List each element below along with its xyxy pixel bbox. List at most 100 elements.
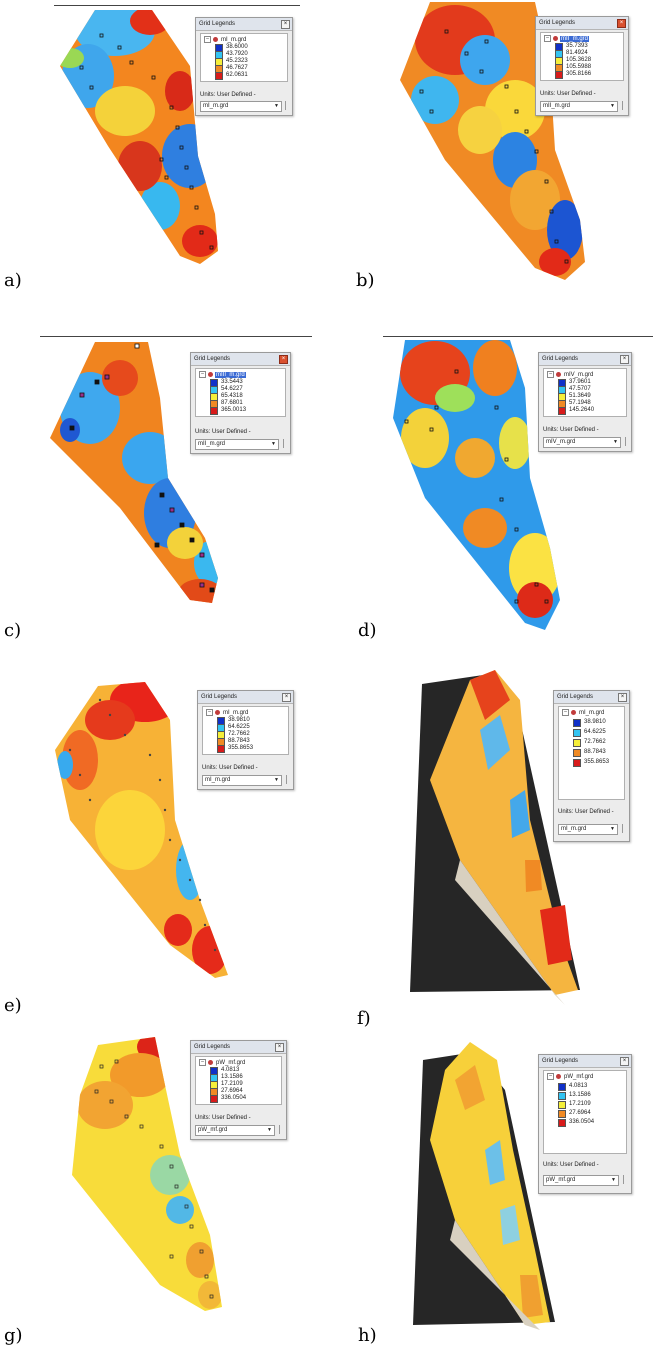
class-row: 87.6801 bbox=[210, 400, 243, 408]
class-row: 45.2323 bbox=[215, 58, 248, 66]
close-icon[interactable]: × bbox=[620, 355, 629, 364]
class-row: 64.6225 bbox=[573, 729, 606, 737]
grid-select[interactable]: mI_m.grd ▼ bbox=[200, 101, 282, 112]
close-icon[interactable]: × bbox=[620, 1057, 629, 1066]
resize-handle[interactable] bbox=[625, 437, 628, 446]
panel-label-d: d) bbox=[358, 620, 377, 641]
close-icon[interactable]: × bbox=[282, 693, 291, 702]
grid-select[interactable]: mII_m.grd ▼ bbox=[195, 439, 279, 450]
class-swatch bbox=[573, 749, 581, 757]
class-swatch bbox=[573, 729, 581, 737]
tree-toggle-icon[interactable]: – bbox=[547, 1073, 554, 1080]
class-value: 51.3649 bbox=[569, 393, 591, 399]
class-value: 64.6225 bbox=[228, 724, 250, 730]
grid-select[interactable]: pW_mf.grd ▼ bbox=[543, 1175, 619, 1186]
legend-title: Grid Legends bbox=[196, 18, 292, 31]
class-value: 105.5988 bbox=[566, 64, 592, 70]
class-swatch bbox=[558, 1110, 566, 1118]
sample-points-c bbox=[69, 343, 215, 593]
layer-row[interactable]: – mIV_m.grd bbox=[547, 371, 594, 378]
grid-legend-b[interactable]: Grid Legends × – mII_m.grd 35.7393 81.492… bbox=[535, 16, 629, 116]
grid-select[interactable]: mI_m.grd ▼ bbox=[202, 775, 282, 786]
class-row: 4.0813 bbox=[210, 1067, 239, 1075]
class-value: 54.6227 bbox=[221, 386, 243, 392]
layer-row[interactable]: – mII_m.grd bbox=[544, 35, 590, 43]
units-label: Units: User Defined - bbox=[195, 429, 251, 435]
tree-toggle-icon[interactable]: – bbox=[562, 709, 569, 716]
class-value: 355.8653 bbox=[584, 759, 610, 765]
units-label: Units: User Defined - bbox=[195, 1115, 251, 1121]
tree-toggle-icon[interactable]: – bbox=[199, 371, 206, 378]
panel-label-e: e) bbox=[4, 995, 22, 1016]
grid-legend-f[interactable]: Grid Legends × – mI_m.grd 38.9810 64.6225… bbox=[553, 690, 630, 842]
tree-toggle-icon[interactable]: – bbox=[204, 36, 211, 43]
layer-row[interactable]: – pW_mf.grd bbox=[199, 1059, 246, 1066]
class-value: 46.7627 bbox=[226, 65, 248, 71]
grid-legend-d[interactable]: Grid Legends × – mIV_m.grd 37.9601 47.570… bbox=[538, 352, 632, 452]
resize-handle[interactable] bbox=[622, 824, 625, 833]
layer-name: pW_mf.grd bbox=[216, 1060, 246, 1067]
tree-toggle-icon[interactable]: – bbox=[199, 1059, 206, 1066]
class-row: 64.6225 bbox=[217, 724, 250, 732]
chevron-down-icon: ▼ bbox=[610, 103, 615, 109]
chevron-down-icon: ▼ bbox=[267, 1127, 272, 1133]
class-value: 17.2109 bbox=[221, 1081, 243, 1087]
class-value: 336.0504 bbox=[569, 1119, 595, 1125]
legend-list: – pW_mf.grd 4.0813 13.1586 17.2109 27.696… bbox=[195, 1056, 282, 1105]
tree-toggle-icon[interactable]: – bbox=[547, 371, 554, 378]
close-icon[interactable]: × bbox=[275, 1043, 284, 1052]
class-value: 355.8653 bbox=[228, 745, 254, 751]
map-panel-d bbox=[385, 338, 656, 630]
grid-legend-h[interactable]: Grid Legends × – pW_mf.grd 4.0813 13.1586… bbox=[538, 1054, 632, 1194]
tree-toggle-icon[interactable]: – bbox=[544, 35, 551, 42]
layer-name: mI_m.grd bbox=[221, 37, 247, 44]
class-value: 27.6964 bbox=[569, 1110, 591, 1116]
resize-handle[interactable] bbox=[283, 439, 286, 448]
legend-title: Grid Legends bbox=[536, 17, 628, 30]
grid-layer-icon bbox=[556, 372, 561, 377]
tree-toggle-icon[interactable]: – bbox=[206, 709, 213, 716]
class-value: 72.7662 bbox=[228, 731, 250, 737]
resize-handle[interactable] bbox=[622, 101, 625, 110]
class-row: 27.6964 bbox=[210, 1088, 243, 1096]
grid-select[interactable]: mII_m.grd ▼ bbox=[540, 101, 618, 112]
class-row: 33.5443 bbox=[210, 379, 243, 387]
grid-legend-e[interactable]: Grid Legends × – mI_m.grd 38.9810 64.6225… bbox=[197, 690, 294, 790]
legend-title: Grid Legends bbox=[191, 1041, 286, 1054]
layer-row[interactable]: – pW_mf.grd bbox=[547, 1073, 594, 1080]
class-value: 57.1948 bbox=[569, 400, 591, 406]
layer-row[interactable]: – mIII_m.grd bbox=[199, 371, 246, 379]
grid-select[interactable]: mI_m.grd ▼ bbox=[558, 824, 618, 835]
grid-legend-g[interactable]: Grid Legends × – pW_mf.grd 4.0813 13.1586… bbox=[190, 1040, 287, 1140]
layer-row[interactable]: – mI_m.grd bbox=[206, 709, 249, 716]
class-swatch bbox=[558, 1119, 566, 1127]
panel-label-f: f) bbox=[357, 1008, 371, 1029]
class-row: 43.7920 bbox=[215, 51, 248, 59]
layer-row[interactable]: – mI_m.grd bbox=[562, 709, 605, 716]
grid-layer-icon bbox=[213, 37, 218, 42]
class-value: 336.0504 bbox=[221, 1095, 247, 1101]
close-icon[interactable]: × bbox=[281, 20, 290, 29]
legend-list: – mIII_m.grd 33.5443 54.6227 65.4318 87.6… bbox=[195, 368, 286, 417]
resize-handle[interactable] bbox=[623, 1175, 626, 1184]
units-label: Units: User Defined - bbox=[558, 809, 614, 815]
layer-row[interactable]: – mI_m.grd bbox=[204, 36, 247, 43]
close-icon[interactable]: × bbox=[279, 355, 288, 364]
close-icon[interactable]: × bbox=[618, 693, 627, 702]
class-value: 81.4924 bbox=[566, 50, 588, 56]
grid-legend-c[interactable]: Grid Legends × – mIII_m.grd 33.5443 54.62… bbox=[190, 352, 291, 454]
resize-handle[interactable] bbox=[279, 1125, 282, 1134]
grid-select[interactable]: pW_mf.grd ▼ bbox=[195, 1125, 275, 1136]
class-value: 17.2109 bbox=[569, 1101, 591, 1107]
grid-layer-icon bbox=[215, 710, 220, 715]
class-row: 72.7662 bbox=[573, 739, 606, 747]
class-value: 38.9810 bbox=[584, 719, 606, 725]
grid-legend-a[interactable]: Grid Legends × – mI_m.grd 38.6000 43.7920… bbox=[195, 17, 293, 116]
resize-handle[interactable] bbox=[285, 101, 288, 110]
close-icon[interactable]: × bbox=[617, 19, 626, 28]
resize-handle[interactable] bbox=[286, 775, 289, 784]
grid-select[interactable]: mIV_m.grd ▼ bbox=[543, 437, 621, 448]
class-swatch bbox=[573, 759, 581, 767]
layer-name: mIV_m.grd bbox=[564, 372, 594, 379]
grid-layer-icon bbox=[553, 36, 558, 41]
